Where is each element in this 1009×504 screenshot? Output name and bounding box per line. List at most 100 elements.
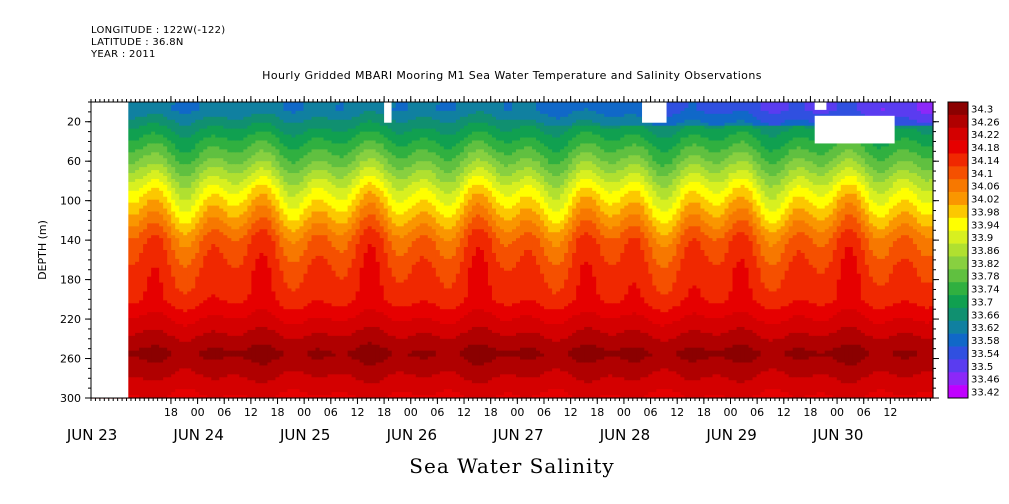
heatmap-cell	[680, 318, 686, 334]
colorbar-swatch	[948, 153, 968, 167]
heatmap-cell	[219, 315, 224, 334]
colorbar-label: 33.46	[971, 375, 1000, 386]
heatmap-cell	[788, 303, 794, 319]
heatmap-cell	[415, 128, 421, 142]
heatmap-cell	[399, 146, 405, 159]
heatmap-cell	[335, 306, 341, 322]
heatmap-cell	[576, 214, 581, 227]
heatmap-cell	[127, 119, 132, 130]
heatmap-cell	[728, 291, 734, 316]
heatmap-cell	[600, 161, 605, 171]
heatmap-cell	[792, 187, 798, 198]
heatmap-cell	[267, 362, 273, 381]
heatmap-cell	[259, 229, 265, 254]
heatmap-cell	[656, 264, 661, 293]
heatmap-cell	[584, 143, 589, 153]
heatmap-cell	[892, 303, 898, 319]
heatmap-cell	[764, 122, 770, 127]
heatmap-cell	[335, 276, 341, 307]
colorbar-label: 33.66	[971, 310, 1000, 321]
heatmap-cell	[263, 365, 269, 384]
heatmap-cell	[371, 326, 377, 346]
heatmap-cell	[443, 173, 449, 183]
heatmap-cell	[564, 214, 569, 224]
colorbar-label: 33.62	[971, 323, 1000, 334]
heatmap-cell	[676, 232, 681, 245]
heatmap-cell	[524, 125, 529, 139]
heatmap-cell	[283, 134, 289, 147]
heatmap-cell	[612, 181, 617, 192]
heatmap-cell	[275, 161, 281, 171]
heatmap-cell	[307, 164, 313, 174]
heatmap-cell	[319, 149, 325, 162]
heatmap-cell	[443, 193, 449, 207]
heatmap-cell	[928, 338, 934, 372]
heatmap-cell	[708, 190, 714, 204]
heatmap-cell	[231, 152, 236, 165]
heatmap-cell	[315, 128, 321, 139]
heatmap-cell	[155, 187, 160, 201]
heatmap-cell	[231, 184, 236, 195]
heatmap-cell	[215, 193, 220, 207]
heatmap-cell	[159, 125, 164, 136]
heatmap-cell	[291, 309, 297, 325]
x-hour-tick-label: 18	[803, 406, 817, 419]
heatmap-cell	[307, 128, 313, 142]
heatmap-cell	[407, 143, 413, 156]
heatmap-cell	[407, 273, 413, 307]
heatmap-cell	[720, 140, 726, 150]
heatmap-cell	[692, 202, 698, 216]
heatmap-cell	[696, 359, 702, 381]
heatmap-cell	[219, 102, 224, 118]
heatmap-cell	[912, 164, 918, 174]
heatmap-cell	[588, 326, 593, 346]
heatmap-cell	[131, 202, 136, 216]
heatmap-cell	[287, 208, 293, 221]
heatmap-cell	[912, 350, 918, 358]
heatmap-cell	[672, 125, 677, 136]
heatmap-cell	[323, 211, 329, 224]
heatmap-cell	[295, 324, 301, 340]
heatmap-cell	[171, 110, 176, 121]
heatmap-cell	[636, 347, 641, 364]
heatmap-cell	[263, 309, 269, 328]
heatmap-cell	[491, 347, 497, 361]
heatmap-cell	[552, 125, 557, 139]
heatmap-cell	[171, 119, 176, 133]
heatmap-cell	[836, 190, 842, 201]
heatmap-cell	[520, 300, 525, 316]
heatmap-cell	[784, 110, 790, 121]
heatmap-cell	[752, 359, 758, 378]
heatmap-cell	[167, 181, 172, 192]
heatmap-cell	[479, 365, 485, 384]
heatmap-cell	[624, 380, 629, 399]
heatmap-cell	[355, 347, 361, 361]
heatmap-cell	[900, 350, 906, 361]
heatmap-cell	[740, 220, 746, 233]
heatmap-cell	[588, 187, 593, 198]
heatmap-cell	[536, 332, 541, 352]
heatmap-cell	[684, 119, 690, 127]
heatmap-cell	[756, 229, 762, 245]
heatmap-cell	[127, 335, 132, 352]
heatmap-cell	[287, 173, 293, 186]
heatmap-cell	[908, 303, 914, 319]
heatmap-cell	[143, 176, 148, 186]
heatmap-cell	[916, 276, 922, 307]
heatmap-cell	[820, 335, 826, 355]
heatmap-cell	[748, 315, 754, 331]
heatmap-cell	[604, 161, 609, 174]
heatmap-cell	[752, 178, 758, 189]
heatmap-cell	[540, 392, 545, 399]
heatmap-cell	[548, 164, 553, 174]
heatmap-cell	[876, 181, 882, 195]
heatmap-cell	[507, 110, 513, 121]
heatmap-cell	[544, 338, 549, 372]
heatmap-cell	[840, 178, 846, 186]
heatmap-cell	[836, 329, 842, 349]
colorbar-label: 33.82	[971, 259, 1000, 270]
heatmap-cell	[612, 356, 617, 378]
heatmap-cell	[672, 338, 677, 372]
heatmap-cell	[455, 232, 461, 248]
heatmap-cell	[572, 110, 577, 124]
